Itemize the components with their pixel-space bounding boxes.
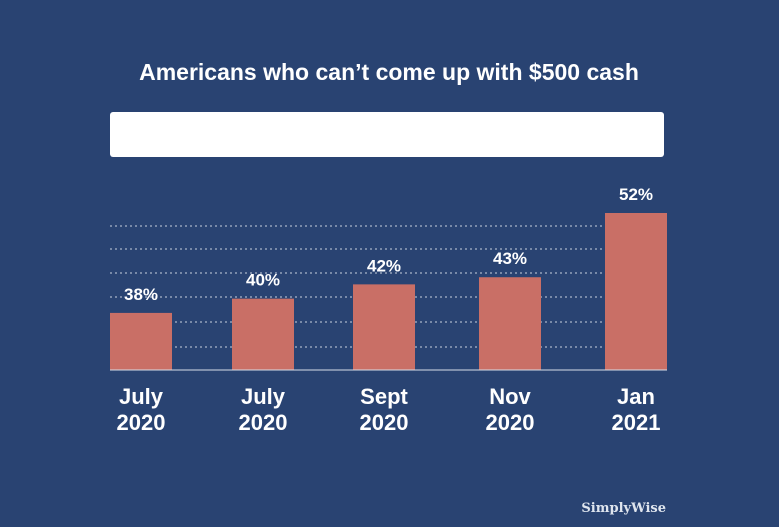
data-label: 43%	[493, 249, 527, 268]
bars	[110, 213, 667, 370]
x-tick-label: 2020	[239, 410, 288, 435]
bar	[353, 284, 415, 370]
bar	[605, 213, 667, 370]
bar	[232, 298, 294, 370]
data-label: 38%	[124, 285, 158, 304]
data-label: 52%	[619, 185, 653, 204]
x-tick-label: July	[241, 384, 286, 409]
x-tick-label: 2020	[486, 410, 535, 435]
x-tick-label: Nov	[489, 384, 531, 409]
chart-title: Americans who can’t come up with $500 ca…	[139, 59, 639, 85]
x-tick-label: Jan	[617, 384, 655, 409]
bar	[110, 312, 172, 370]
labels: 38%July202040%July202042%Sept202043%Nov2…	[117, 185, 661, 435]
x-tick-label: Sept	[360, 384, 408, 409]
x-tick-label: July	[119, 384, 164, 409]
bar	[479, 277, 541, 370]
x-tick-label: 2020	[117, 410, 166, 435]
x-tick-label: 2021	[612, 410, 661, 435]
brand-logo: SimplyWise	[581, 501, 666, 516]
legend-box	[110, 112, 664, 157]
data-label: 42%	[367, 256, 401, 275]
data-label: 40%	[246, 271, 280, 290]
x-tick-label: 2020	[360, 410, 409, 435]
